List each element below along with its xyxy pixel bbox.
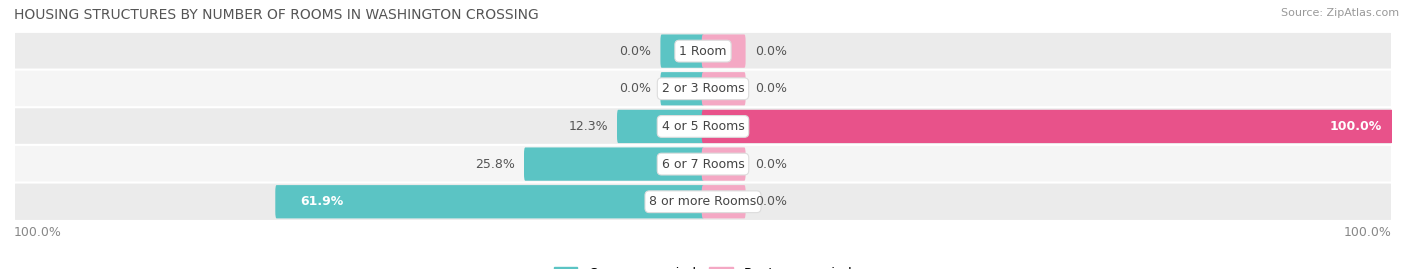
Legend: Owner-occupied, Renter-occupied: Owner-occupied, Renter-occupied bbox=[548, 261, 858, 269]
FancyBboxPatch shape bbox=[524, 147, 704, 181]
FancyBboxPatch shape bbox=[617, 110, 704, 143]
Text: 6 or 7 Rooms: 6 or 7 Rooms bbox=[662, 158, 744, 171]
Text: 0.0%: 0.0% bbox=[755, 45, 787, 58]
FancyBboxPatch shape bbox=[702, 72, 745, 105]
FancyBboxPatch shape bbox=[661, 34, 704, 68]
Text: 0.0%: 0.0% bbox=[619, 82, 651, 95]
Text: 25.8%: 25.8% bbox=[475, 158, 515, 171]
FancyBboxPatch shape bbox=[702, 34, 745, 68]
Text: 8 or more Rooms: 8 or more Rooms bbox=[650, 195, 756, 208]
Text: 61.9%: 61.9% bbox=[301, 195, 344, 208]
Text: 12.3%: 12.3% bbox=[568, 120, 607, 133]
FancyBboxPatch shape bbox=[14, 70, 1392, 108]
Text: 0.0%: 0.0% bbox=[619, 45, 651, 58]
Text: HOUSING STRUCTURES BY NUMBER OF ROOMS IN WASHINGTON CROSSING: HOUSING STRUCTURES BY NUMBER OF ROOMS IN… bbox=[14, 8, 538, 22]
FancyBboxPatch shape bbox=[702, 110, 1393, 143]
Text: 100.0%: 100.0% bbox=[1344, 226, 1392, 239]
Text: 4 or 5 Rooms: 4 or 5 Rooms bbox=[662, 120, 744, 133]
Text: Source: ZipAtlas.com: Source: ZipAtlas.com bbox=[1281, 8, 1399, 18]
FancyBboxPatch shape bbox=[14, 32, 1392, 70]
FancyBboxPatch shape bbox=[702, 147, 745, 181]
Text: 100.0%: 100.0% bbox=[1329, 120, 1382, 133]
FancyBboxPatch shape bbox=[702, 185, 745, 218]
Text: 0.0%: 0.0% bbox=[755, 195, 787, 208]
Text: 0.0%: 0.0% bbox=[755, 158, 787, 171]
FancyBboxPatch shape bbox=[14, 145, 1392, 183]
FancyBboxPatch shape bbox=[661, 72, 704, 105]
Text: 100.0%: 100.0% bbox=[14, 226, 62, 239]
FancyBboxPatch shape bbox=[276, 185, 704, 218]
FancyBboxPatch shape bbox=[14, 107, 1392, 146]
Text: 2 or 3 Rooms: 2 or 3 Rooms bbox=[662, 82, 744, 95]
FancyBboxPatch shape bbox=[14, 183, 1392, 221]
Text: 1 Room: 1 Room bbox=[679, 45, 727, 58]
Text: 0.0%: 0.0% bbox=[755, 82, 787, 95]
